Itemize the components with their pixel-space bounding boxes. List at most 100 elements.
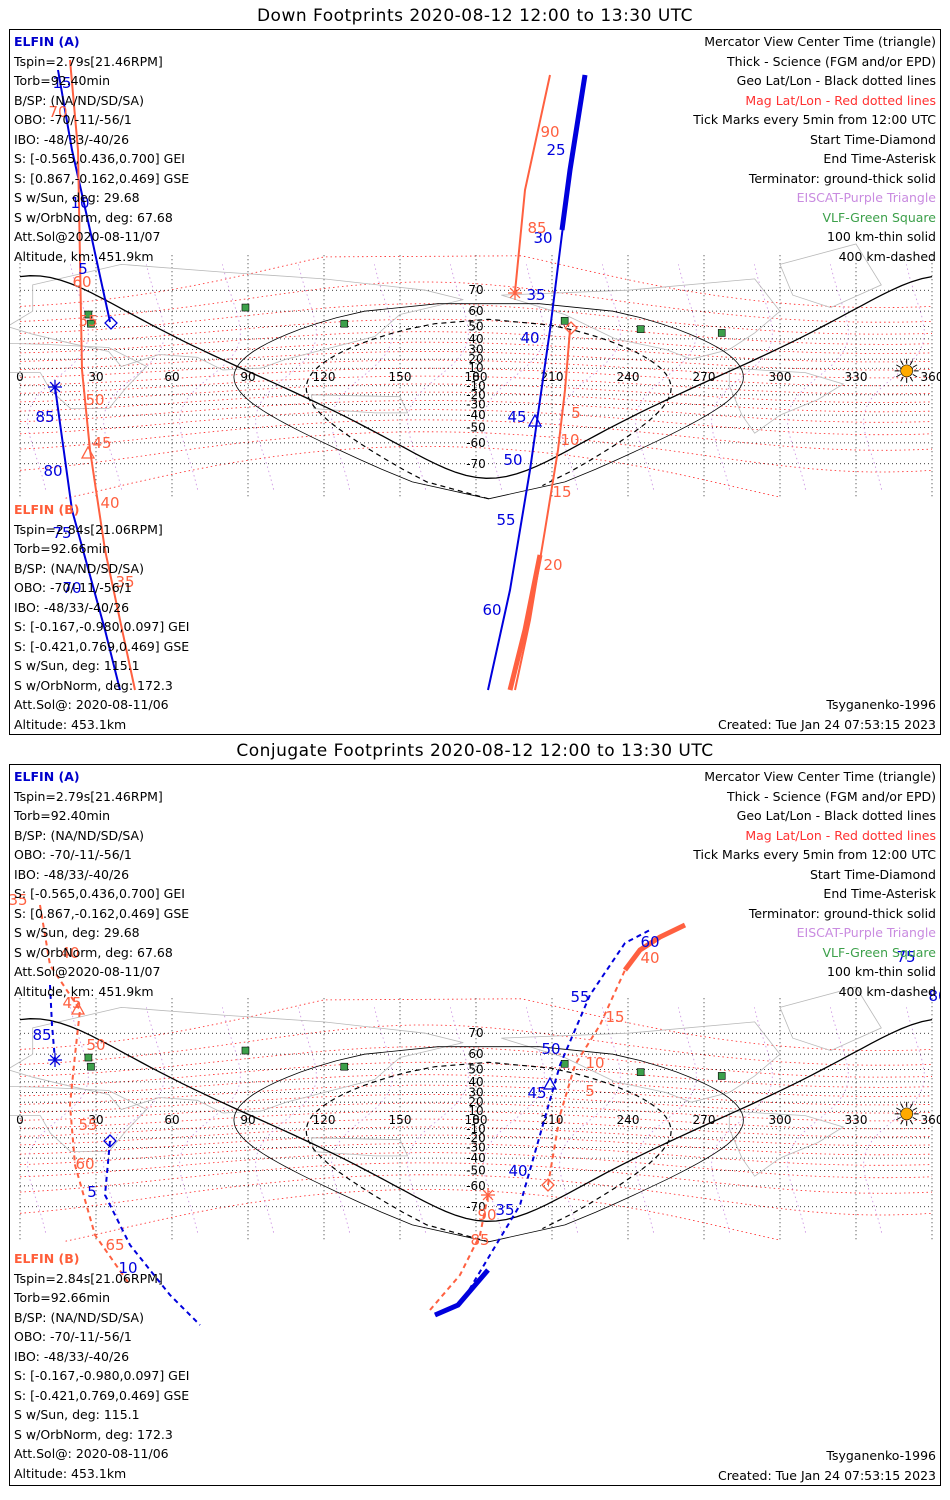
mag-lon-line — [863, 264, 925, 490]
lon-label: 180 — [465, 370, 488, 384]
lon-label: 150 — [389, 1113, 412, 1127]
lon-label: 330 — [845, 370, 868, 384]
mag-lon-line — [179, 264, 241, 490]
start-diamond — [103, 1134, 117, 1148]
down-footprints-panel: 70 60 50 40 30 20 10 0 -10 -20 -30 -40 -50 -60 -70 0 30 6… — [9, 29, 941, 735]
vlf-square — [560, 316, 569, 325]
elfin-b-tick-label: 85 — [470, 1231, 489, 1249]
elfin-a-line: IBO: -48/33/-40/26 — [14, 131, 130, 147]
vlf-square — [636, 325, 645, 333]
model-label: Tsyganenko-1996 — [826, 697, 936, 712]
mag-lon-line — [407, 264, 469, 490]
elfin-b-science — [507, 554, 543, 691]
lat-label: -40 — [466, 408, 486, 422]
lon-label: 360 — [921, 370, 941, 384]
lat-label: 20 — [468, 352, 483, 366]
elfin-b-line: Torb=92.66min — [14, 1290, 111, 1305]
conjugate-footprints-panel: 70 60 50 40 30 20 10 0 -10 -20 -30 -40 -50 -60 -70 0 30 6… — [9, 764, 941, 1486]
elfin-a-tick-label: 35 — [526, 286, 545, 304]
coastline — [10, 342, 148, 409]
sun-ray — [909, 360, 914, 366]
legend-item: 100 km-thin solid — [827, 964, 936, 979]
mag-lon-line — [27, 264, 89, 490]
elfin-b-tick-label: 20 — [543, 556, 562, 574]
lon-label: 270 — [693, 370, 716, 384]
elfin-a-line: OBO: -70/-11/-56/1 — [14, 847, 132, 862]
elfin-b-tick-label: 35 — [10, 891, 28, 909]
elfin-b-track — [429, 1194, 489, 1311]
vlf-square — [241, 1046, 250, 1055]
end-asterisk — [49, 1054, 61, 1066]
mag-lon-line — [103, 264, 165, 490]
lon-label: 180 — [465, 1113, 488, 1127]
elfin-a-tick-label: 50 — [503, 451, 522, 469]
lat-label: -30 — [466, 1140, 486, 1154]
mag-lat-line — [19, 255, 933, 308]
elfin-a-line: S w/OrbNorm, deg: 67.68 — [14, 944, 173, 960]
elfin-a-line: S: [-0.565,0.436,0.700] GEI — [14, 151, 185, 166]
elfin-a-line: S w/Sun, deg: 29.68 — [14, 190, 140, 205]
legend-item: Mercator View Center Time (triangle) — [704, 769, 936, 784]
lon-label: 30 — [88, 1113, 103, 1127]
elfin-a-tick-label: 55 — [570, 988, 589, 1006]
legend-item: 400 km-dashed — [838, 983, 936, 999]
elfin-b-line: S w/Sun, deg: 115.1 — [14, 658, 140, 673]
sun-ray — [900, 360, 904, 366]
elfin-a-science — [434, 1268, 490, 1318]
lon-label: 360 — [921, 1113, 941, 1127]
mag-lon-line — [255, 264, 317, 490]
elfin-b-tick-label: 15 — [552, 483, 571, 501]
elfin-a-info: ELFIN (A) Tspin=2.79s[21.46RPM] Torb=92.… — [14, 32, 189, 266]
model-label: Tsyganenko-1996 — [826, 1448, 936, 1463]
vlf-square — [87, 319, 95, 328]
sun-ray — [909, 1103, 914, 1109]
vlf-square — [84, 1053, 93, 1062]
elfin-a-track — [57, 69, 111, 323]
elfin-a-label: ELFIN (A) — [14, 769, 80, 784]
center-triangle — [527, 413, 543, 427]
elfin-a-tick-label: 45 — [527, 1084, 546, 1102]
lon-label: 300 — [769, 370, 792, 384]
elfin-a-tick-label: 30 — [533, 229, 552, 247]
elfin-a-line: Altitude, km: 451.9km — [14, 983, 154, 999]
legend-item: Terminator: ground-thick solid — [748, 905, 936, 921]
mag-lon-line — [711, 1007, 773, 1233]
lat-label: -10 — [466, 1122, 486, 1136]
elfin-a-line: OBO: -70/-11/-56/1 — [14, 112, 132, 127]
elfin-b-track — [547, 969, 626, 1186]
elfin-b-tick-label: 40 — [100, 494, 119, 512]
elfin-a-line: S: [0.867,-0.162,0.469] GSE — [14, 170, 190, 186]
mag-lon-line — [103, 1007, 165, 1233]
end-asterisk — [509, 287, 521, 299]
end-asterisk — [49, 381, 61, 393]
elfin-a-line: Att.Sol@2020-08-11/07 — [14, 964, 161, 979]
lat-label: 60 — [468, 304, 483, 318]
elfin-b-tick-label: 50 — [85, 391, 104, 409]
lon-label: 0 — [16, 1113, 24, 1127]
elfin-b-tick-label: 90 — [540, 123, 559, 141]
legend-item: Terminator: ground-thick solid — [748, 170, 936, 186]
lat-label: 30 — [468, 1086, 483, 1100]
sun-ray — [912, 373, 918, 378]
legend-item: 100 km-thin solid — [827, 229, 936, 244]
lon-label: 240 — [617, 1113, 640, 1127]
lon-label: 330 — [845, 1113, 868, 1127]
sun-icon — [900, 364, 913, 378]
mag-lat-line — [19, 1134, 933, 1156]
terminator-ground — [19, 275, 933, 479]
sun-ray — [909, 1119, 914, 1125]
legend-item: Start Time-Diamond — [809, 131, 936, 147]
lat-label: -30 — [466, 397, 486, 411]
mag-lon-line — [483, 1007, 545, 1233]
mag-lat-line — [19, 391, 933, 413]
mag-lon-line — [331, 1007, 393, 1233]
elfin-b-line: S: [-0.167,-0.980,0.097] GEI — [14, 619, 190, 634]
elfin-b-line: Tspin=2.84s[21.06RPM] — [14, 1270, 163, 1286]
end-asterisk — [482, 1189, 494, 1201]
elfin-b-tick-label: 10 — [585, 1054, 604, 1072]
elfin-b-line: Torb=92.66min — [14, 541, 111, 556]
terminator-100km — [233, 1046, 744, 1243]
vlf-square — [340, 319, 349, 328]
panel-2-title: Conjugate Footprints 2020-08-12 12:00 to… — [236, 741, 714, 761]
elfin-a-tick-label: 40 — [508, 1162, 527, 1180]
